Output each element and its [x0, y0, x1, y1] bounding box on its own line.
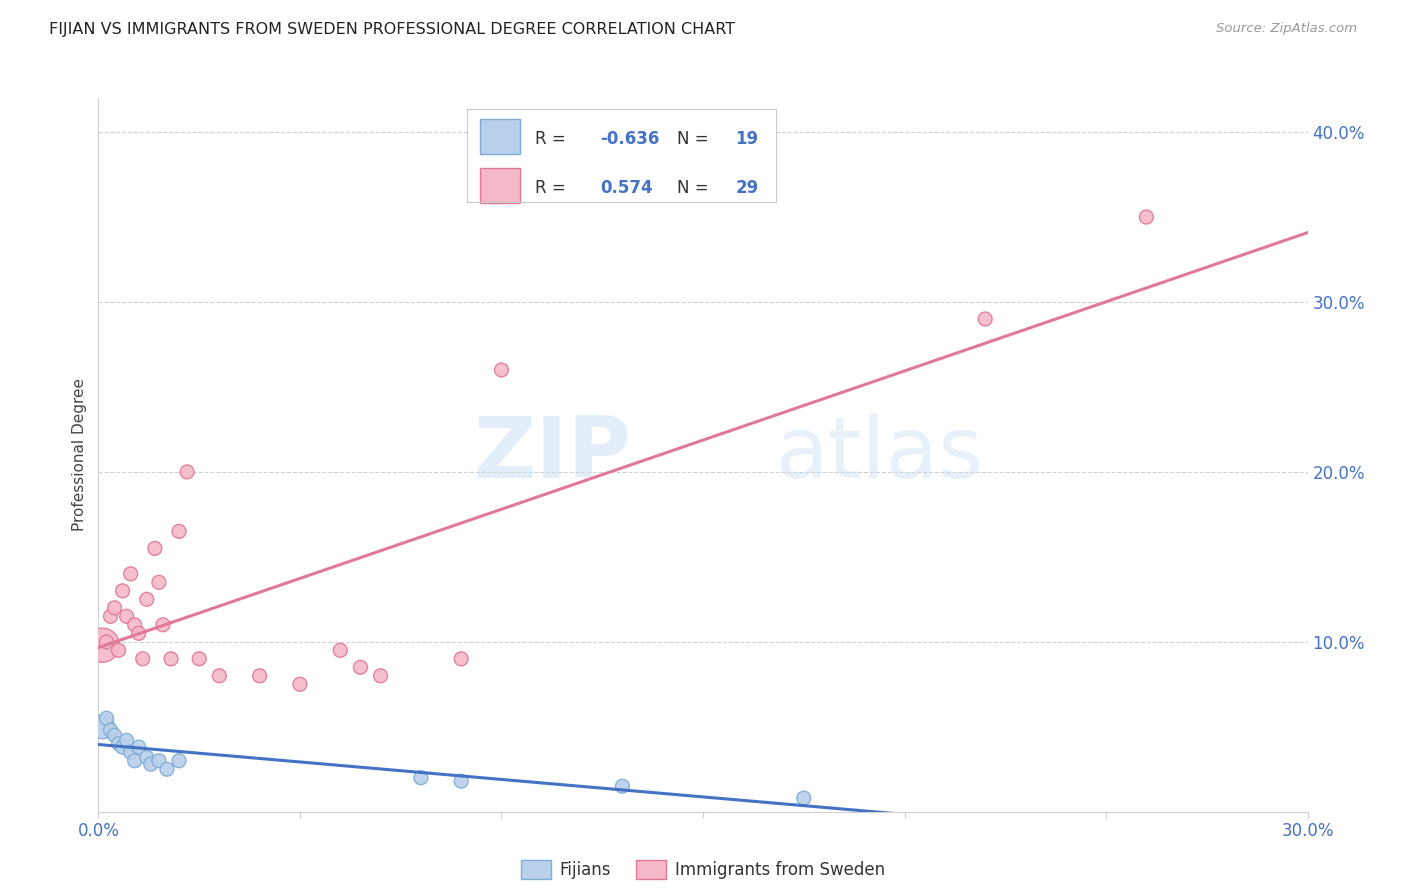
Point [156, 762, 179, 776]
Point [124, 754, 146, 768]
Point [91, 638, 114, 652]
Text: -0.636: -0.636 [600, 129, 659, 147]
Point [208, 669, 231, 683]
Point [100, 723, 122, 738]
Point [96, 711, 118, 725]
Point [1135, 210, 1157, 224]
Point [167, 524, 190, 539]
Point [167, 754, 190, 768]
Point [128, 626, 150, 640]
Text: 19: 19 [735, 129, 759, 147]
Point [288, 677, 311, 691]
Point [103, 728, 125, 742]
Text: 29: 29 [735, 178, 759, 196]
Point [115, 733, 138, 747]
Point [188, 652, 211, 666]
Point [329, 643, 352, 657]
Text: atlas: atlas [776, 413, 984, 497]
Point [143, 541, 166, 556]
Text: R =: R = [536, 178, 571, 196]
Point [128, 740, 150, 755]
Text: 0.574: 0.574 [600, 178, 652, 196]
Y-axis label: Professional Degree: Professional Degree [72, 378, 87, 532]
Text: Source: ZipAtlas.com: Source: ZipAtlas.com [1216, 22, 1357, 36]
Text: FIJIAN VS IMMIGRANTS FROM SWEDEN PROFESSIONAL DEGREE CORRELATION CHART: FIJIAN VS IMMIGRANTS FROM SWEDEN PROFESS… [49, 22, 735, 37]
Text: ZIP: ZIP [472, 413, 630, 497]
Text: N =: N = [676, 178, 714, 196]
Point [160, 652, 183, 666]
Point [612, 779, 634, 793]
Point [349, 660, 371, 674]
Point [176, 465, 198, 479]
Point [450, 774, 472, 789]
Point [107, 643, 129, 657]
Point [152, 617, 174, 632]
Point [120, 566, 142, 581]
Text: R =: R = [536, 129, 571, 147]
Point [450, 652, 472, 666]
Point [148, 575, 170, 590]
Point [111, 583, 134, 598]
Point [115, 609, 138, 624]
FancyBboxPatch shape [479, 119, 520, 154]
Point [409, 771, 432, 785]
Point [974, 312, 997, 326]
Point [135, 750, 157, 764]
Point [120, 745, 142, 759]
Point [148, 754, 170, 768]
Point [249, 669, 271, 683]
Point [132, 652, 155, 666]
Point [793, 791, 815, 805]
Text: N =: N = [676, 129, 714, 147]
FancyBboxPatch shape [479, 168, 520, 203]
Point [107, 737, 129, 751]
Point [103, 600, 125, 615]
Point [96, 635, 118, 649]
Point [111, 740, 134, 755]
Point [491, 363, 513, 377]
Point [370, 669, 392, 683]
Point [124, 617, 146, 632]
Point [91, 720, 114, 734]
Legend: Fijians, Immigrants from Sweden: Fijians, Immigrants from Sweden [515, 853, 891, 886]
Point [135, 592, 157, 607]
Point [139, 757, 162, 772]
Point [100, 609, 122, 624]
